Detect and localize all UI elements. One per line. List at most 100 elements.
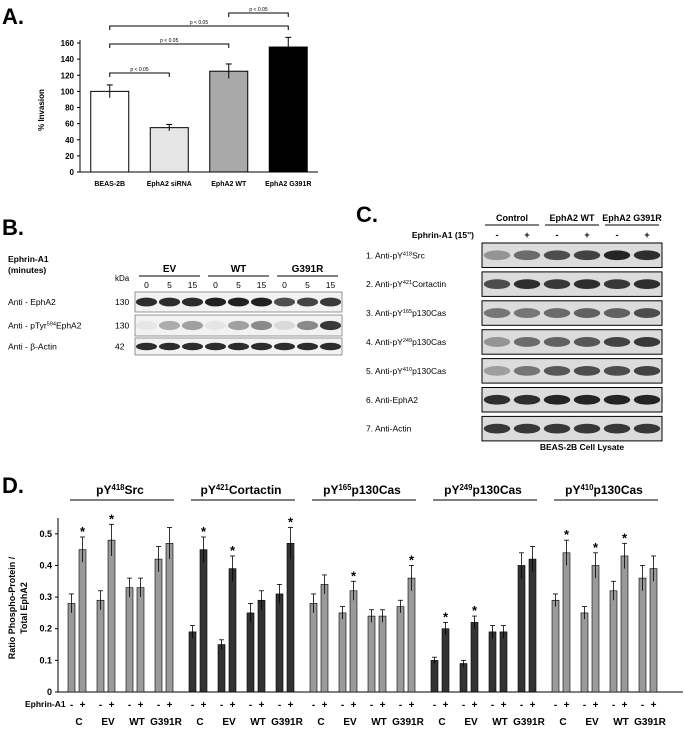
panel-c-band <box>633 279 661 290</box>
panel-a-significance-label: p < 0.05 <box>160 38 178 44</box>
panel-a-significance-bracket <box>109 25 289 30</box>
panel-d-category-label: EV <box>343 717 357 728</box>
panel-c-band <box>603 250 631 261</box>
panel-b-band <box>158 320 181 331</box>
panel-a-x-tick-label: BEAS-2B <box>94 181 125 188</box>
panel-d-stim-label: Ephrin-A1 <box>25 699 66 709</box>
panel-d-bar <box>517 565 526 693</box>
panel-d-bar <box>320 584 329 693</box>
panel-d-bar <box>488 631 497 693</box>
panel-b-band <box>158 342 181 351</box>
panel-b-row-label: Anti - EphA2 <box>8 297 56 307</box>
panel-c-blot: Control EphA2 WT EphA2 G391R - + - + - +1. Anti-… <box>366 213 663 442</box>
panel-c-band <box>513 308 541 318</box>
panel-c-sign-label: - <box>556 230 559 240</box>
panel-d-bar <box>338 612 347 693</box>
panel-c-stim-label: Ephrin-A1 (15'') <box>412 230 474 240</box>
panel-a-significance-bracket <box>109 43 230 48</box>
panel-c-band <box>633 394 661 405</box>
panel-d-sign-label: + <box>409 700 415 711</box>
panel-d-y-tick-label: 0.1 <box>39 655 52 665</box>
panel-d-significance-star: * <box>230 543 236 558</box>
panel-d-group-title: pY165p130Cas <box>323 483 401 498</box>
panel-d-bar <box>378 615 387 693</box>
panel-d-sign-label: + <box>501 700 507 711</box>
panel-d-sign-label: + <box>622 700 628 711</box>
panel-b-timepoint-label: 0 <box>213 280 218 290</box>
panel-c-group-label: EphA2 WT <box>550 213 595 223</box>
panel-d-bar <box>199 549 208 693</box>
panel-c-band <box>603 308 631 318</box>
panel-d-sign-label: - <box>520 700 523 711</box>
panel-c-band <box>603 423 631 434</box>
panel-d-significance-star: * <box>622 530 628 545</box>
panel-d-sign-label: - <box>278 700 281 711</box>
panel-c-band <box>543 308 571 318</box>
panel-c-band <box>603 365 631 376</box>
panel-d-category-label: C <box>75 717 82 728</box>
panel-d-sign-label: + <box>443 700 449 711</box>
panel-d-sign-label: + <box>138 700 144 711</box>
panel-d-category-label: EV <box>101 717 115 728</box>
panel-d-category-label: EV <box>464 717 478 728</box>
panel-d-bar <box>286 543 295 693</box>
panel-d-bar <box>349 590 358 693</box>
panel-c-blot-strip <box>481 300 663 326</box>
panel-c-row-label: 1. Anti-pY418Src <box>366 250 426 260</box>
panel-b-band <box>319 297 342 307</box>
panel-d-category-label: WT <box>371 717 387 728</box>
panel-d-bar <box>309 603 318 693</box>
panel-b-band <box>204 342 227 351</box>
panel-d-category-label: C <box>559 717 566 728</box>
panel-a-y-tick-label: 40 <box>65 136 74 145</box>
panel-d-sign-label: - <box>220 700 223 711</box>
panel-c-band <box>543 250 571 261</box>
panel-d-bar <box>67 603 76 693</box>
panel-d-ylabel-1: Ratio Phospho-Protein / <box>7 556 17 659</box>
panel-c-row-label: 4. Anti-pY249p130Cas <box>366 337 446 347</box>
panel-b-band <box>135 297 158 307</box>
panel-d-sign-label: - <box>249 700 252 711</box>
panel-d-sign-label: + <box>201 700 207 711</box>
panel-d-sign-label: + <box>259 700 265 711</box>
panel-d-category-label: G391R <box>150 717 182 728</box>
panel-d-category-label: EV <box>585 717 599 728</box>
panel-a-y-tick-label: 60 <box>65 120 74 129</box>
panel-b-band <box>135 320 158 331</box>
panel-a-significance-bracket <box>228 12 289 17</box>
panel-b-timepoint-label: 15 <box>326 280 336 290</box>
panel-d-bar <box>620 555 629 693</box>
panel-c-blot-strip <box>481 242 663 268</box>
panel-d-sign-label: - <box>554 700 557 711</box>
panel-d-bar <box>638 577 647 693</box>
panel-d-group-title: pY249p130Cas <box>444 483 522 498</box>
panel-d-significance-star: * <box>564 527 570 542</box>
panel-b-kda-value: 130 <box>115 297 129 307</box>
panel-c-blot-strip <box>481 329 663 355</box>
panel-c-sign-label: - <box>616 230 619 240</box>
panel-d-bar <box>407 577 416 693</box>
panel-d-category-label: C <box>438 717 445 728</box>
panel-d-y-tick-label: 0.4 <box>39 560 52 570</box>
panel-c-caption: BEAS-2B Cell Lysate <box>540 442 625 452</box>
panel-d-category-label: WT <box>129 717 145 728</box>
panel-d-sign-label: - <box>99 700 102 711</box>
panel-d-bar <box>459 663 468 693</box>
panel-d-category-label: C <box>196 717 203 728</box>
panel-d-bar <box>78 549 87 693</box>
panel-c-band <box>483 308 511 318</box>
panel-d-bar <box>396 606 405 693</box>
panel-b-timepoint-label: 15 <box>257 280 267 290</box>
panel-d-significance-star: * <box>288 514 294 529</box>
panel-b-timepoint-label: 0 <box>144 280 149 290</box>
panel-c-row-label: 2. Anti-pY421Cortactin <box>366 279 446 289</box>
panel-d-sign-label: - <box>612 700 615 711</box>
panel-c-band <box>483 279 511 290</box>
panel-b-kda-label: kDa <box>115 274 130 283</box>
panel-b-band <box>135 342 158 351</box>
panel-d-sign-label: + <box>167 700 173 711</box>
panel-b-timepoint-label: 5 <box>236 280 241 290</box>
panel-c-sign-label: - <box>496 230 499 240</box>
panel-d-bar <box>228 568 237 693</box>
panel-b-timepoint-label: 0 <box>282 280 287 290</box>
